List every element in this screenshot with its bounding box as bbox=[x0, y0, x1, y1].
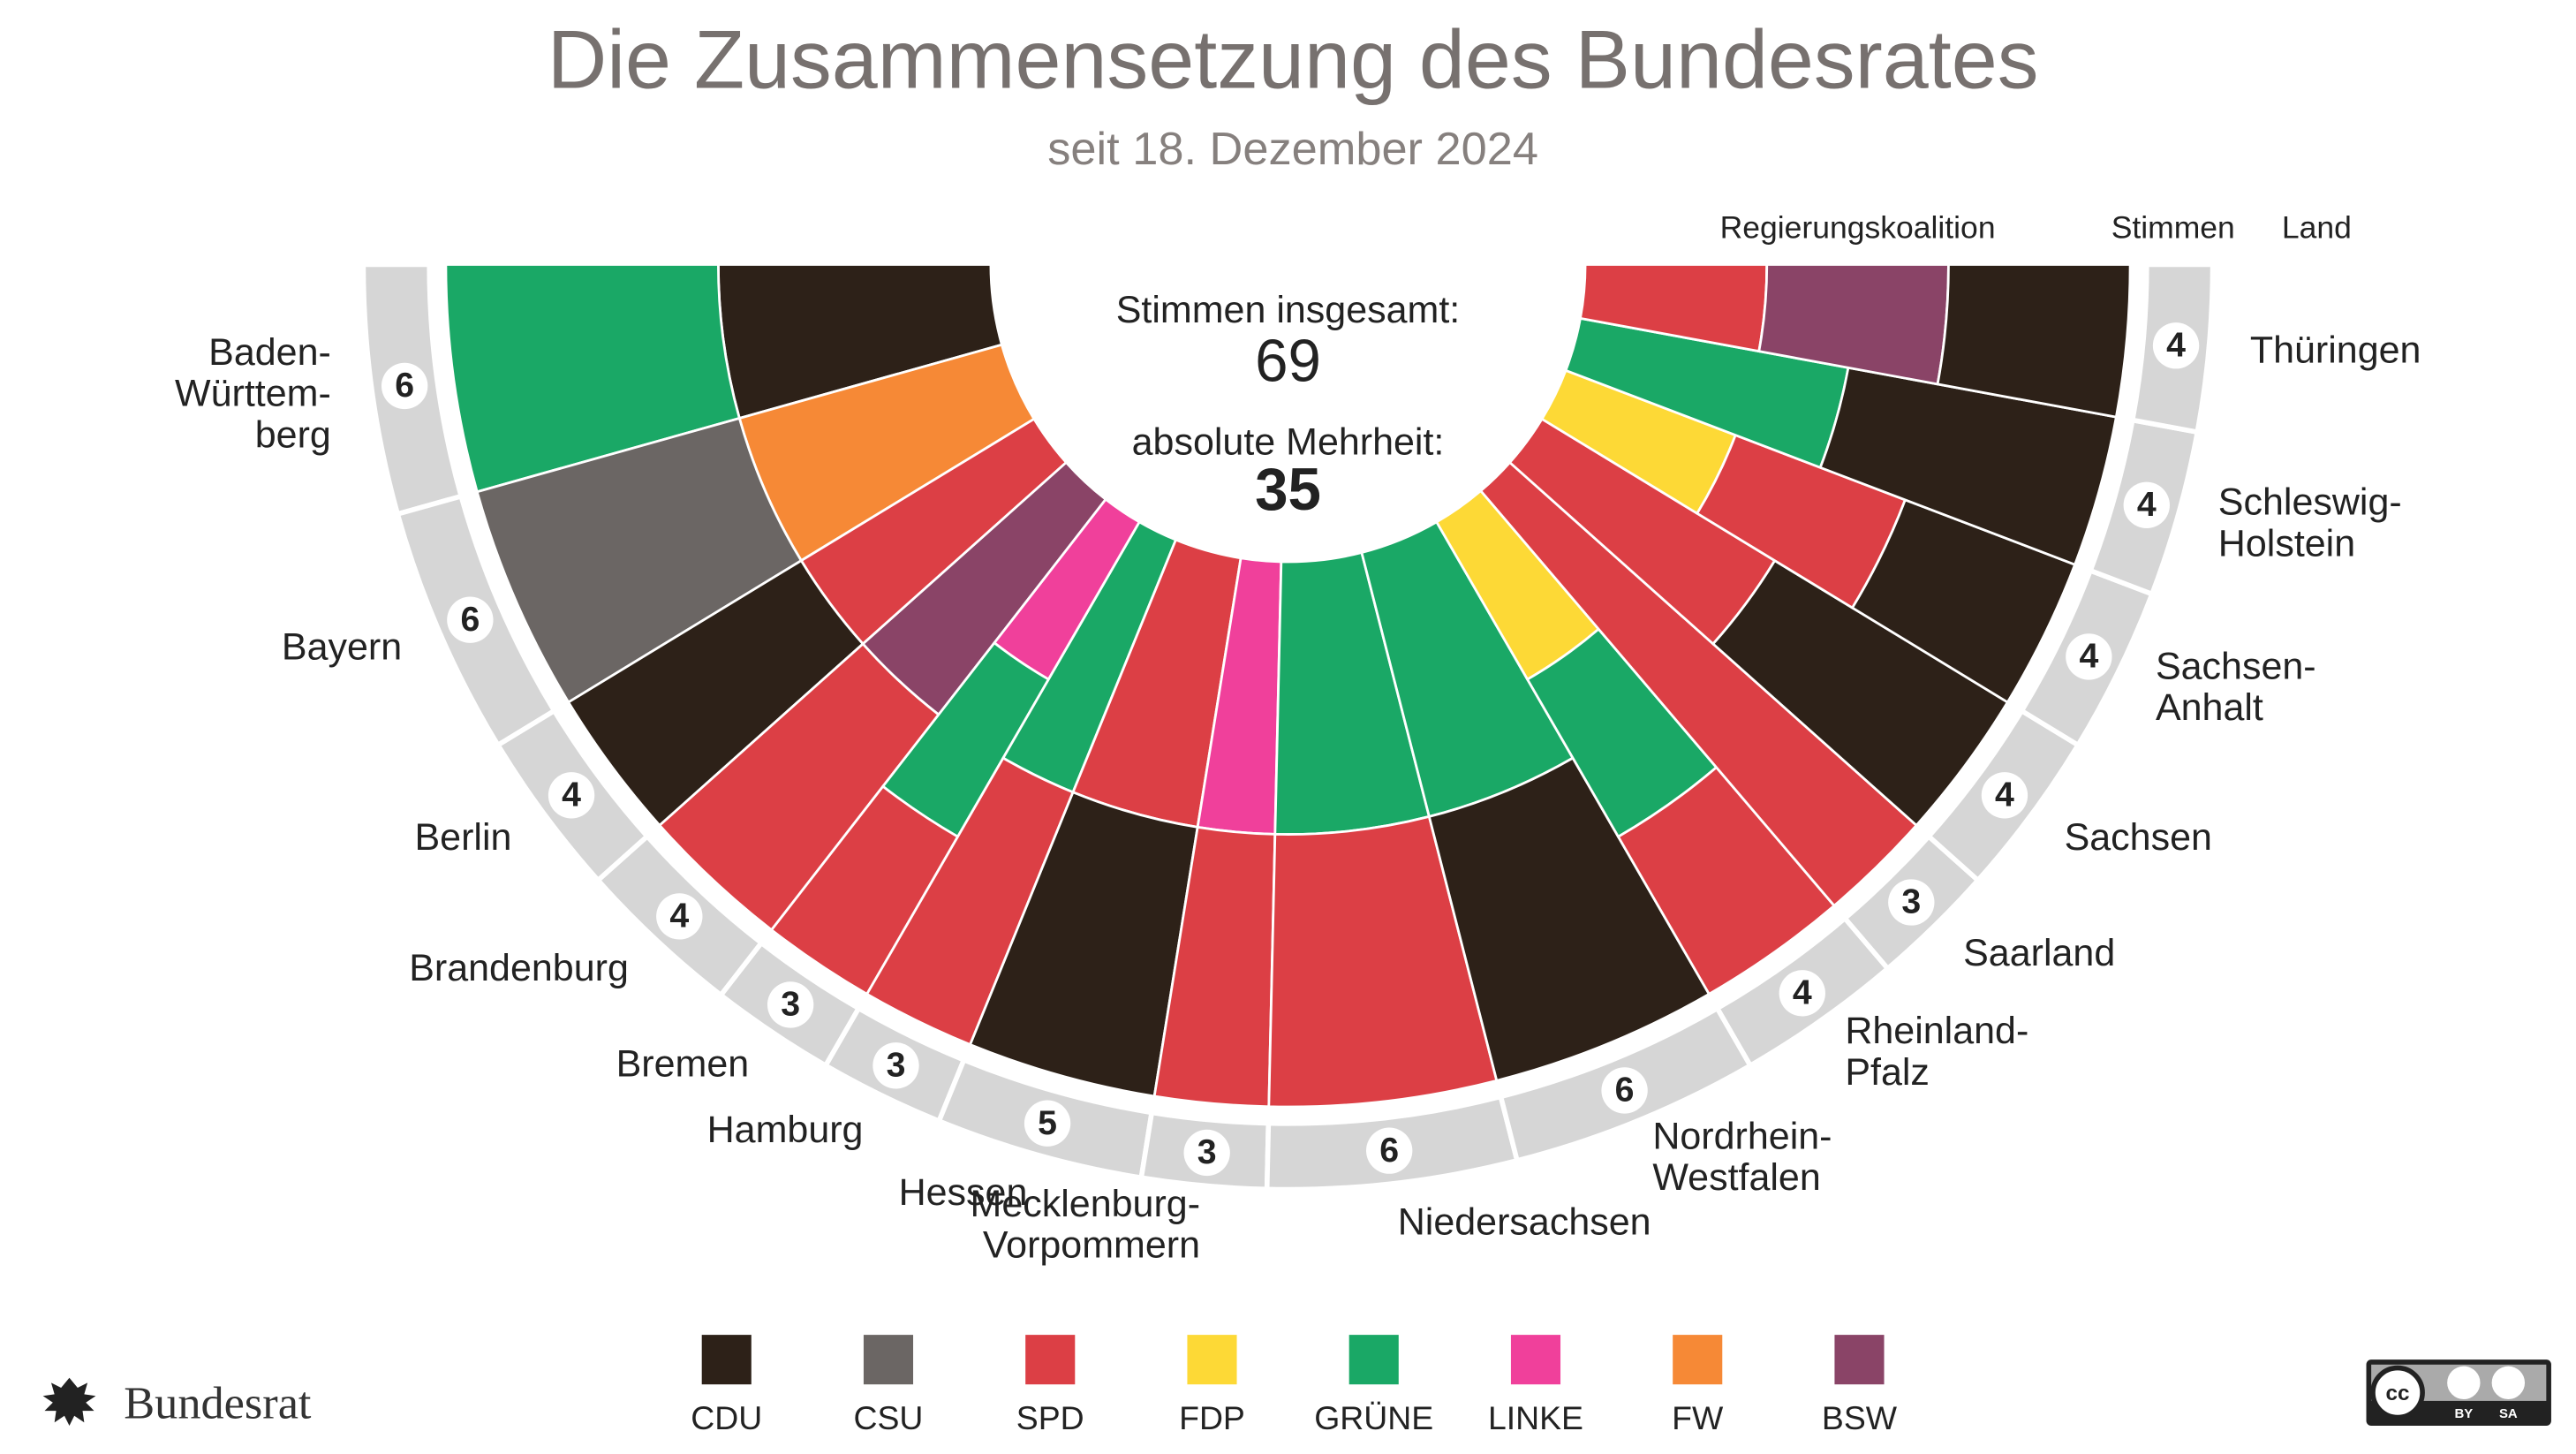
state-label: Schleswig- bbox=[2218, 481, 2402, 524]
legend-label: BSW bbox=[1822, 1399, 1898, 1436]
chart-subtitle: seit 18. Dezember 2024 bbox=[1047, 124, 1538, 175]
chart-title: Die Zusammensetzung des Bundesrates bbox=[548, 13, 2039, 106]
vote-badge bbox=[1981, 772, 2028, 819]
state-label: Brandenburg bbox=[409, 947, 629, 989]
vote-badge bbox=[447, 596, 494, 643]
legend-label: SPD bbox=[1016, 1399, 1084, 1436]
state-label: berg bbox=[255, 413, 331, 456]
state-label: Sachsen bbox=[2065, 816, 2212, 859]
header: Regierungskoalition bbox=[1720, 210, 1996, 246]
state-label: Saarland bbox=[1963, 932, 2115, 974]
legend-swatch bbox=[863, 1335, 914, 1385]
license-text: SA bbox=[2499, 1406, 2518, 1421]
state-label: Anhalt bbox=[2156, 686, 2263, 729]
legend-label: FDP bbox=[1179, 1399, 1245, 1436]
vote-count: 3 bbox=[887, 1046, 906, 1085]
header: Stimmen bbox=[2111, 210, 2235, 246]
total-label: Stimmen insgesamt: bbox=[1116, 289, 1461, 331]
vote-count: 6 bbox=[1615, 1071, 1635, 1109]
vote-count: 4 bbox=[562, 776, 581, 814]
state-label: Hessen bbox=[899, 1171, 1028, 1214]
state-label: Vorpommern bbox=[983, 1224, 1200, 1267]
header: Land bbox=[2282, 210, 2352, 246]
legend-swatch bbox=[1673, 1335, 1723, 1385]
vote-count: 4 bbox=[1995, 776, 2014, 814]
vote-badge bbox=[873, 1042, 919, 1089]
license-badge: cc BY SA bbox=[2366, 1359, 2551, 1426]
majority-label: absolute Mehrheit: bbox=[1132, 421, 1445, 464]
coalition-band bbox=[1936, 263, 2132, 419]
state-label: Holstein bbox=[2218, 522, 2355, 564]
state-label: Bremen bbox=[616, 1043, 750, 1086]
license-text: cc bbox=[2386, 1382, 2410, 1405]
legend-swatch bbox=[701, 1335, 752, 1385]
legend-label: CSU bbox=[854, 1399, 924, 1436]
vote-badge bbox=[2123, 481, 2170, 529]
vote-count: 3 bbox=[1901, 882, 1921, 921]
vote-count: 6 bbox=[395, 366, 414, 405]
vote-count: 4 bbox=[2166, 326, 2186, 365]
state-label: Niedersachsen bbox=[1398, 1201, 1651, 1244]
legend-label: CDU bbox=[691, 1399, 762, 1436]
total: 69 bbox=[1255, 328, 1321, 394]
vote-badge bbox=[1024, 1100, 1071, 1147]
legend-label: FW bbox=[1672, 1399, 1724, 1436]
vote-count: 6 bbox=[1379, 1131, 1399, 1170]
state-label: Sachsen- bbox=[2156, 645, 2316, 687]
legend-swatch bbox=[1025, 1335, 1076, 1385]
state-label: Bayern bbox=[282, 626, 402, 669]
vote-count: 4 bbox=[669, 897, 689, 935]
state-label: Baden- bbox=[208, 331, 331, 374]
state-label: Pfalz bbox=[1845, 1051, 1930, 1094]
vote-badge bbox=[548, 772, 595, 819]
vote-badge bbox=[656, 893, 703, 940]
state-label: Rheinland- bbox=[1845, 1010, 2028, 1052]
vote-count: 4 bbox=[2079, 637, 2098, 676]
legend-swatch bbox=[1187, 1335, 1237, 1385]
state-label: Württem- bbox=[175, 373, 331, 415]
vote-badge bbox=[1601, 1067, 1648, 1114]
vote-count: 3 bbox=[1197, 1132, 1217, 1171]
vote-badge bbox=[1888, 879, 1935, 926]
vote-badge bbox=[1779, 970, 1825, 1017]
license-text: BY bbox=[2454, 1406, 2473, 1421]
state-label: Hamburg bbox=[707, 1109, 864, 1151]
vote-count: 6 bbox=[460, 600, 480, 639]
state-label: Westfalen bbox=[1652, 1156, 1820, 1199]
legend-swatch bbox=[1510, 1335, 1561, 1385]
majority: 35 bbox=[1255, 457, 1321, 523]
vote-badge bbox=[381, 362, 428, 410]
vote-count: 4 bbox=[2137, 485, 2157, 524]
vote-badge bbox=[767, 981, 814, 1028]
legend-label: LINKE bbox=[1488, 1399, 1583, 1436]
state-label: Nordrhein- bbox=[1652, 1115, 1832, 1157]
legend-swatch bbox=[1834, 1335, 1885, 1385]
logo: Bundesrat bbox=[42, 1377, 312, 1428]
vote-count: 3 bbox=[781, 985, 800, 1024]
vote-badge bbox=[1366, 1127, 1413, 1174]
vote-badge bbox=[2152, 322, 2200, 369]
state-label: Mecklenburg- bbox=[971, 1183, 1201, 1225]
vote-count: 4 bbox=[1793, 973, 1812, 1012]
legend-label: GRÜNE bbox=[1314, 1399, 1433, 1436]
state-label: Thüringen bbox=[2250, 329, 2421, 371]
vote-badge bbox=[1183, 1129, 1230, 1177]
state-label: Berlin bbox=[414, 816, 511, 859]
logo-text: Bundesrat bbox=[124, 1377, 312, 1428]
vote-badge bbox=[2066, 633, 2112, 680]
legend-swatch bbox=[1348, 1335, 1399, 1385]
vote-count: 5 bbox=[1038, 1103, 1057, 1142]
